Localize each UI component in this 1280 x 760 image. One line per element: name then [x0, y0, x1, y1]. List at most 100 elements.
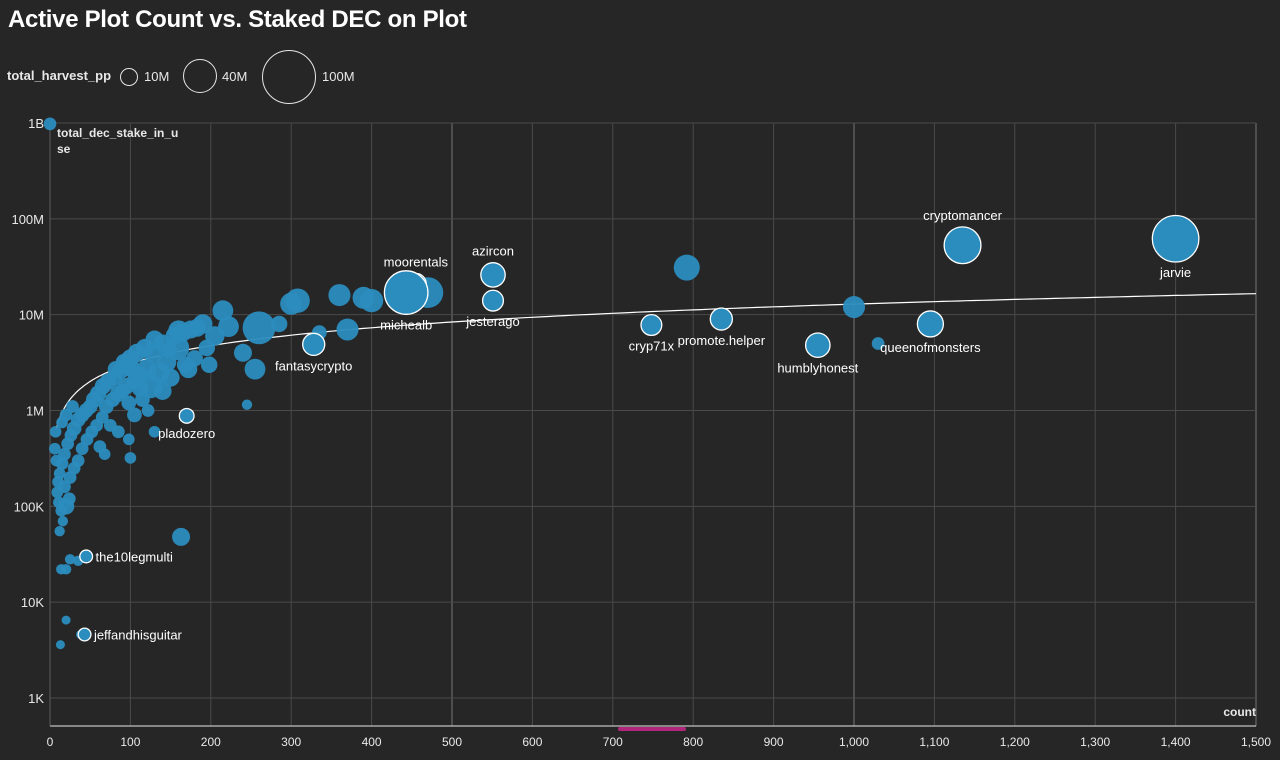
- data-point: [280, 292, 303, 315]
- data-point: [124, 452, 137, 464]
- data-point: [871, 337, 885, 350]
- x-tick-label: 300: [281, 735, 301, 749]
- data-point: [179, 360, 198, 379]
- point-label: moorentals: [384, 254, 449, 269]
- highlighted-point: [1151, 214, 1200, 263]
- data-point: [241, 399, 253, 410]
- data-point: [121, 358, 140, 377]
- legend-circle-large: [262, 50, 316, 104]
- point-labels: jarvie cryptomancer queenofmonsters humblyh…: [93, 208, 1191, 643]
- data-point: [57, 515, 69, 527]
- data-point: [153, 381, 172, 400]
- data-point: [127, 407, 142, 423]
- data-point: [242, 311, 276, 345]
- y-tick-label: 10M: [19, 308, 44, 323]
- data-point: [49, 442, 61, 455]
- data-point: [842, 296, 866, 319]
- legend-label-large: 100M: [322, 69, 355, 84]
- data-point: [49, 425, 62, 438]
- y-tick-label: 1K: [28, 691, 44, 706]
- point-label: humblyhonest: [777, 360, 858, 375]
- data-point: [148, 425, 161, 438]
- y-axis-label-line-2: se: [57, 142, 71, 156]
- highlighted-point: [640, 313, 663, 337]
- x-tick-label: 1,500: [1241, 735, 1271, 749]
- point-label: fantasycrypto: [275, 358, 352, 373]
- data-point: [141, 404, 155, 417]
- data-point: [233, 343, 252, 362]
- data-point: [336, 318, 359, 341]
- y-axis-label-line-1: total_dec_stake_in_u: [57, 126, 178, 140]
- y-tick-label: 100K: [14, 499, 45, 514]
- x-tick-label: 100: [120, 735, 140, 749]
- legend-circle-small: [120, 68, 138, 86]
- x-tick-label: 1,000: [839, 735, 869, 749]
- data-point: [168, 320, 190, 342]
- data-point: [50, 454, 63, 467]
- chart-title: Active Plot Count vs. Staked DEC on Plot: [8, 6, 467, 33]
- point-label: the10legmulti: [96, 549, 173, 564]
- x-tick-label: 900: [764, 735, 784, 749]
- highlighted-point: [916, 310, 945, 338]
- point-label: jarvie: [1159, 265, 1191, 280]
- legend-label-medium: 40M: [222, 69, 248, 84]
- x-tick-label: 1,200: [1000, 735, 1030, 749]
- trend-line-group: [55, 293, 1257, 429]
- data-point: [244, 358, 266, 380]
- x-tick-label: 1,400: [1161, 735, 1191, 749]
- x-tick-label: 400: [362, 735, 382, 749]
- data-point: [172, 527, 191, 546]
- point-label: azircon: [472, 244, 514, 259]
- data-point: [111, 425, 125, 439]
- data-point: [56, 564, 67, 575]
- data-point: [62, 492, 76, 506]
- grid-lines: [49, 122, 1257, 727]
- x-tick-label: 700: [603, 735, 623, 749]
- highlighted-point: [383, 270, 429, 315]
- data-point: [161, 368, 180, 387]
- axis-ticks: 0 100 200 300 400 500 600 700 800 900 1,000 1,100 1,…: [11, 116, 1271, 749]
- data-point: [122, 433, 135, 446]
- data-point: [58, 480, 71, 494]
- y-tick-label: 10K: [21, 595, 44, 610]
- legend-circle-medium: [183, 59, 217, 93]
- highlighted-point: [804, 332, 831, 359]
- y-tick-label: 100M: [11, 212, 44, 227]
- data-point: [55, 640, 65, 650]
- legend-label-small: 10M: [144, 69, 170, 84]
- data-point: [200, 356, 218, 373]
- data-point: [98, 448, 111, 461]
- horizontal-scroll-thumb[interactable]: [618, 727, 686, 731]
- x-tick-label: 200: [201, 735, 221, 749]
- data-point: [673, 254, 700, 281]
- x-axis-label: count: [1223, 705, 1256, 719]
- x-tick-label: 0: [47, 735, 54, 749]
- x-tick-label: 1,100: [919, 735, 949, 749]
- data-point: [54, 526, 65, 537]
- point-label: jesterago: [465, 314, 519, 329]
- y-tick-label: 1B: [28, 116, 44, 131]
- data-point: [95, 410, 109, 424]
- point-label: queenofmonsters: [880, 340, 981, 355]
- highlighted-point: [302, 332, 326, 357]
- point-label: cryptomancer: [923, 208, 1002, 223]
- highlighted-point: [480, 262, 506, 288]
- highlighted-point: [709, 307, 734, 331]
- data-point: [71, 454, 85, 467]
- size-legend: total_harvest_pp 10M 40M 100M: [0, 48, 400, 108]
- x-tick-label: 800: [683, 735, 703, 749]
- highlighted-point: [77, 627, 92, 642]
- point-label: jeffandhisguitar: [93, 627, 183, 642]
- data-point: [328, 284, 351, 307]
- point-label: pladozero: [158, 426, 215, 441]
- x-tick-label: 500: [442, 735, 462, 749]
- point-label: cryp71x: [629, 338, 675, 353]
- data-point: [43, 117, 57, 131]
- data-point: [160, 341, 178, 359]
- highlighted-point: [178, 407, 195, 424]
- highlighted-point: [943, 226, 982, 265]
- data-point: [121, 395, 137, 411]
- data-point: [64, 554, 76, 565]
- data-point: [352, 286, 375, 309]
